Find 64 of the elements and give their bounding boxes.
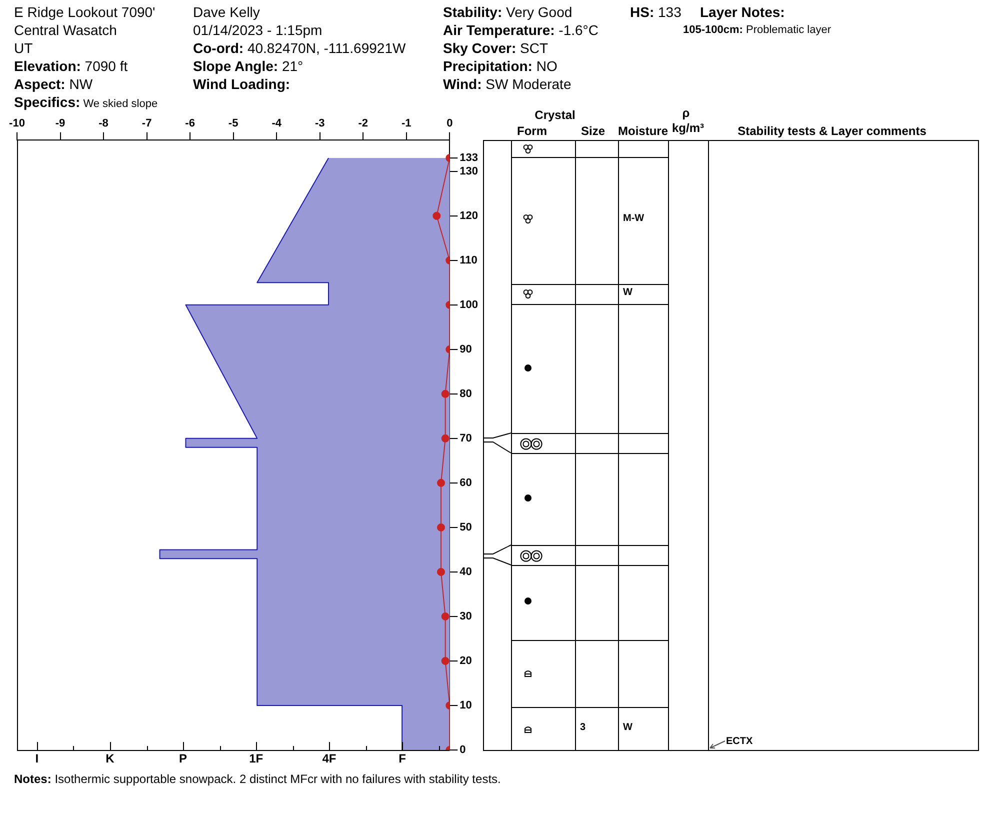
y-tick-label: 60 (460, 476, 472, 489)
text: Aspect: NW (14, 76, 93, 92)
text: Co-ord: 40.82470N, -111.69921W (193, 40, 406, 56)
x-tick-label: -10 (9, 118, 25, 130)
text: Crystal (534, 108, 576, 122)
text: Air Temperature: -1.6°C (443, 22, 599, 38)
x-tick-label: -9 (55, 118, 66, 130)
text: ρ (682, 106, 690, 120)
y-tick-label: 50 (460, 521, 472, 534)
text: 1F (249, 751, 264, 766)
text: Slope Angle: 21° (193, 58, 304, 74)
text: UT (14, 40, 33, 56)
x-tick-label: -2 (358, 118, 368, 130)
x-tick-label: -5 (228, 118, 238, 130)
x-tick-label: -3 (314, 118, 325, 130)
text: W (623, 722, 632, 733)
y-tick-label: 130 (460, 165, 478, 178)
text: kg/m³ (672, 121, 704, 135)
y-tick-label: 120 (460, 210, 478, 222)
text: P (179, 751, 188, 766)
y-tick-label: 40 (460, 566, 472, 578)
text: Precipitation: NO (443, 58, 558, 74)
text: Stability tests & Layer comments (738, 124, 926, 138)
text: 3 (580, 722, 586, 733)
x-tick-label: 0 (446, 118, 453, 130)
text: W (623, 287, 632, 298)
y-tick-label: 90 (460, 343, 472, 356)
text: I (35, 751, 39, 766)
text: 01/14/2023 - 1:15pm (193, 22, 322, 38)
text: Moisture (618, 124, 668, 138)
y-tick-label: 30 (460, 610, 472, 622)
text: F (398, 751, 406, 766)
x-tick-label: -1 (401, 118, 412, 130)
x-tick-label: -4 (272, 118, 282, 130)
text: Wind Loading: (193, 76, 290, 92)
text: M-W (623, 213, 644, 224)
y-tick-label: 110 (460, 254, 478, 266)
y-tick-label: 20 (460, 655, 472, 668)
text: Sky Cover: SCT (443, 40, 548, 56)
y-tick-label: 0 (460, 744, 466, 756)
text: Wind: SW Moderate (443, 76, 572, 92)
x-tick-label: -6 (185, 118, 195, 130)
text: K (106, 751, 115, 766)
text: Size (580, 124, 606, 138)
y-tick-label: 100 (460, 298, 478, 311)
y-tick-label: 133 (460, 152, 478, 164)
text: Specifics: We skied slope (14, 94, 158, 110)
y-tick-label: 10 (460, 700, 472, 712)
text: Stability: Very Good (443, 4, 572, 20)
text: HS:133 (630, 4, 682, 20)
text: Layer Notes: (700, 4, 785, 20)
text: Form (517, 124, 547, 138)
text: Dave Kelly (193, 4, 260, 20)
x-tick-label: -7 (142, 118, 152, 130)
text: ECTX (726, 736, 753, 747)
text: E Ridge Lookout 7090' (14, 4, 156, 20)
text: Notes: Isothermic supportable snowpack. 2 distinct MFcr with no failures with stability tests. (14, 772, 501, 786)
x-tick-label: -8 (98, 118, 108, 130)
text: Central Wasatch (14, 22, 117, 38)
y-tick-label: 80 (460, 388, 472, 400)
text: 105-100cm: Problematic layer (683, 24, 831, 36)
text: Elevation: 7090 ft (14, 58, 128, 74)
text: 4F (322, 751, 336, 766)
y-tick-label: 70 (460, 432, 472, 444)
